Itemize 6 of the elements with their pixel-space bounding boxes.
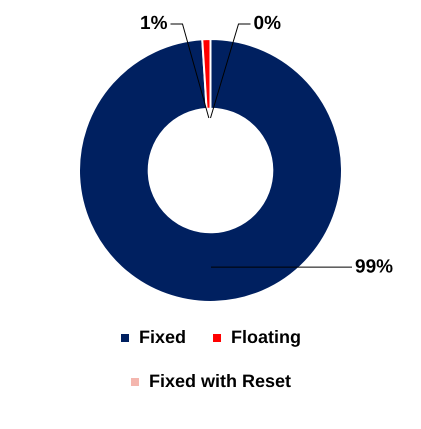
text: 0% [254, 13, 281, 34]
data-label: 1% [140, 13, 168, 34]
legend-label: Fixed [139, 326, 186, 347]
data-label: 99% [355, 256, 394, 278]
legend-label: Fixed with Reset [148, 370, 292, 391]
legend-label: Floating [231, 326, 302, 347]
